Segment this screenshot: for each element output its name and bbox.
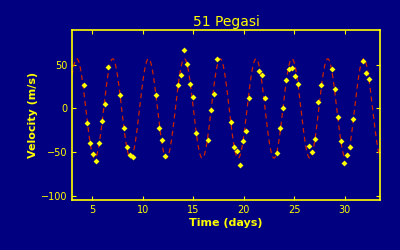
Y-axis label: Velocity (m/s): Velocity (m/s) (28, 72, 38, 158)
X-axis label: Time (days): Time (days) (189, 218, 263, 228)
Title: 51 Pegasi: 51 Pegasi (192, 15, 260, 29)
